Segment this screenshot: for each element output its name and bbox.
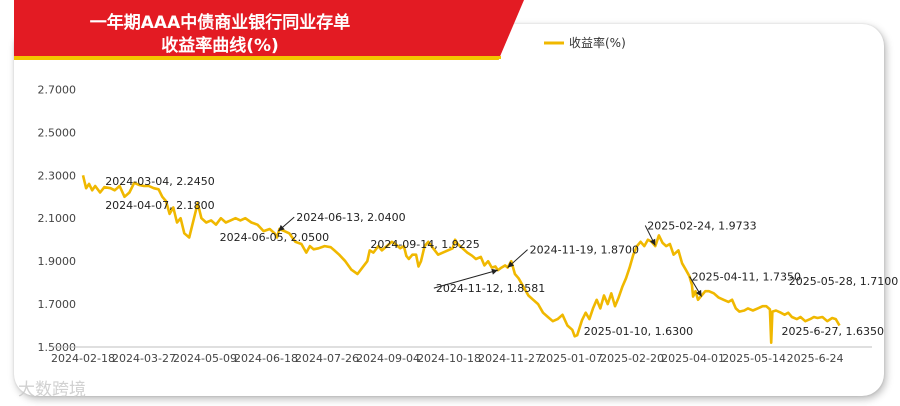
- annotation-label-4: 2024-09-14, 1.9225: [370, 238, 479, 251]
- annotation-label-9: 2025-04-11, 1.7350: [692, 271, 801, 284]
- x-tick-label-3: 2024-06-18: [234, 352, 298, 365]
- annotation-arrow-6: [433, 269, 498, 289]
- title-banner-accent: [14, 56, 501, 59]
- annotation-arrowhead-9: [695, 289, 702, 297]
- annotation-label-1: 2024-04-07, 2.1800: [105, 199, 214, 212]
- legend-label: 收益率(%): [569, 35, 626, 50]
- y-tick-label-3: 2.1000: [38, 212, 77, 225]
- x-tick-label-2: 2024-05-09: [173, 352, 237, 365]
- y-axis-labels: 1.50001.70001.90002.10002.30002.50002.70…: [38, 83, 77, 354]
- annotation-label-3: 2024-06-13, 2.0400: [296, 211, 405, 224]
- annotation-label-11: 2025-6-27, 1.6350: [782, 325, 884, 338]
- annotation-label-6: 2024-11-12, 1.8581: [436, 282, 545, 295]
- x-tick-label-0: 2024-02-18: [51, 352, 115, 365]
- annotation-arrowhead-3: [278, 224, 285, 232]
- x-tick-label-9: 2025-02-20: [600, 352, 664, 365]
- x-tick-label-7: 2024-11-27: [478, 352, 542, 365]
- y-tick-label-1: 1.7000: [38, 298, 77, 311]
- x-tick-label-12: 2025-6-24: [787, 352, 844, 365]
- x-tick-label-10: 2025-04-01: [661, 352, 725, 365]
- watermark-text: 大数跨境: [18, 380, 86, 400]
- x-tick-label-6: 2024-10-18: [417, 352, 481, 365]
- annotation-arrowhead-6: [491, 268, 498, 275]
- x-tick-label-4: 2024-07-26: [295, 352, 359, 365]
- y-tick-label-5: 2.5000: [38, 126, 77, 139]
- title-banner: [14, 0, 524, 60]
- x-axis-labels: 2024-02-182024-03-272024-05-092024-06-18…: [51, 352, 844, 365]
- x-tick-label-11: 2025-05-14: [722, 352, 786, 365]
- annotation-arrowhead-5: [507, 261, 515, 268]
- annotation-label-2: 2024-06-05, 2.0500: [220, 231, 329, 244]
- annotation-arrowhead-8: [649, 238, 656, 246]
- y-tick-label-4: 2.3000: [38, 169, 77, 182]
- yield-series-line: [81, 174, 841, 344]
- annotation-label-10: 2025-05-28, 1.7100: [789, 275, 898, 288]
- chart-card: [14, 24, 884, 396]
- annotation-label-7: 2025-01-10, 1.6300: [584, 325, 693, 338]
- legend: 收益率(%): [544, 35, 626, 50]
- annotation-label-0: 2024-03-04, 2.2450: [105, 175, 214, 188]
- x-tick-label-1: 2024-03-27: [112, 352, 176, 365]
- y-tick-label-6: 2.7000: [38, 83, 77, 96]
- annotation-label-8: 2025-02-24, 1.9733: [647, 219, 756, 232]
- chart-title-line-1: 一年期AAA中债商业银行同业存单: [89, 13, 351, 33]
- annotation-label-5: 2024-11-19, 1.8700: [530, 244, 639, 257]
- data-annotations: 2024-03-04, 2.2450 2024-04-07, 2.1800 2024…: [105, 175, 898, 338]
- chart-title-line-2: 收益率曲线(%): [161, 36, 279, 56]
- x-tick-label-5: 2024-09-04: [356, 352, 420, 365]
- x-tick-label-8: 2025-01-07: [539, 352, 603, 365]
- y-tick-label-2: 1.9000: [38, 255, 77, 268]
